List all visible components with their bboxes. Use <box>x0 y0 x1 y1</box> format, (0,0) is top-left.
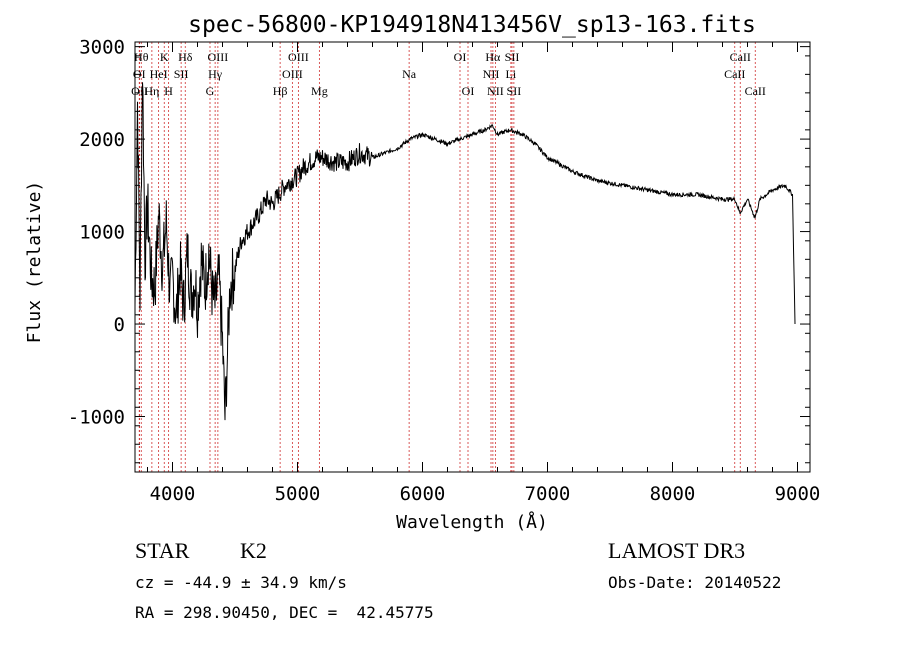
spectrum-chart: spec-56800-KP194918N413456V_sp13-163.fit… <box>24 12 821 533</box>
spectral-line-label: G <box>206 84 215 98</box>
x-axis-label: Wavelength (Å) <box>396 511 548 533</box>
spectral-line-label: K <box>160 50 169 64</box>
spectral-line-label: OIII <box>288 50 309 64</box>
object-subclass: K2 <box>240 538 267 563</box>
spectral-line-label: CaII <box>745 84 766 98</box>
spectral-line-label: Mg <box>311 84 328 98</box>
spectral-line-label: Na <box>402 67 417 81</box>
spectral-line-label: SII <box>174 67 189 81</box>
x-tick-label: 9000 <box>775 483 821 505</box>
survey-name: LAMOST DR3 <box>608 538 746 563</box>
object-class: STAR <box>135 538 190 563</box>
y-tick-label: 0 <box>114 314 125 336</box>
spectral-line-label: OIII <box>282 67 303 81</box>
x-tick-label: 4000 <box>150 483 196 505</box>
redshift-cz: cz = -44.9 ± 34.9 km/s <box>135 573 347 592</box>
line-labels: HθOIOIIHηHeIKHSIIHδGHγOIIIHβOIIIOIIIMgNa… <box>131 50 766 98</box>
y-tick-label: 2000 <box>79 129 125 151</box>
spectral-line-label: Hη <box>144 84 159 98</box>
ra-dec: RA = 298.90450, DEC = 42.45775 <box>135 603 434 622</box>
spectral-line-label: Li <box>506 67 517 81</box>
y-tick-label: 3000 <box>79 37 125 59</box>
spectral-line-label: Hβ <box>273 84 288 98</box>
x-tick-label: 5000 <box>275 483 321 505</box>
chart-title: spec-56800-KP194918N413456V_sp13-163.fit… <box>188 12 756 38</box>
y-axis: -1000 0 1000 2000 3000 <box>68 37 810 464</box>
spectral-line-label: CaII <box>724 67 745 81</box>
y-tick-label: 1000 <box>79 222 125 244</box>
spectral-line-label: HeI <box>150 67 168 81</box>
spectral-line-label: NII <box>483 67 500 81</box>
spectral-line-label: Hθ <box>134 50 149 64</box>
spectral-line-label: NII <box>487 84 504 98</box>
x-tick-label: 8000 <box>650 483 696 505</box>
y-axis-label: Flux (relative) <box>24 181 45 344</box>
spectrum-line <box>134 82 796 421</box>
x-tick-label: 6000 <box>400 483 446 505</box>
x-tick-label: 7000 <box>525 483 571 505</box>
spectral-line-label: Hγ <box>208 67 223 81</box>
spectral-line-label: CaII <box>730 50 751 64</box>
spectral-line-label: SII <box>507 84 522 98</box>
spectral-line-label: OI <box>454 50 467 64</box>
spectral-line-label: H <box>164 84 173 98</box>
spectral-line-label: SII <box>505 50 520 64</box>
obs-date: Obs-Date: 20140522 <box>608 573 782 592</box>
spectral-line-label: Hδ <box>178 50 193 64</box>
x-axis: 4000 5000 6000 7000 8000 9000 <box>147 42 821 505</box>
spectral-line-label: Hα <box>485 50 501 64</box>
spectral-line-label: OI <box>462 84 475 98</box>
spectral-line-label: OIII <box>208 50 229 64</box>
line-markers <box>138 42 756 472</box>
y-tick-label: -1000 <box>68 407 125 429</box>
